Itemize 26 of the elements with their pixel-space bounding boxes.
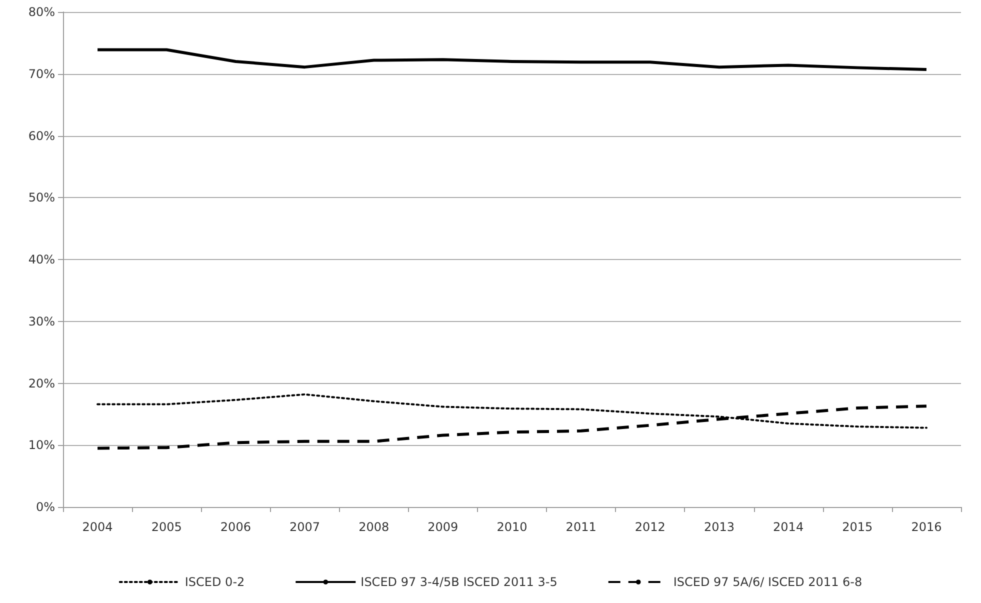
y-tick-label: 0%	[36, 500, 55, 514]
x-tick-label: 2008	[358, 520, 390, 534]
x-tick-label: 2016	[911, 520, 942, 534]
x-tick-label: 2007	[289, 520, 320, 534]
legend-label: ISCED 97 3-4/5B ISCED 2011 3-5	[360, 575, 558, 589]
y-tick-label: 10%	[28, 438, 55, 452]
legend-label: ISCED 0-2	[184, 575, 245, 589]
x-tick-label: 2012	[634, 520, 666, 534]
y-tick-label: 50%	[28, 190, 55, 205]
x-tick-label: 2013	[704, 520, 735, 534]
y-tick-label: 70%	[28, 66, 55, 81]
y-tick-label: 40%	[28, 252, 55, 266]
y-tick-label: 20%	[28, 376, 55, 390]
x-tick-label: 2006	[220, 520, 251, 534]
y-tick-label: 30%	[28, 314, 55, 328]
x-tick-label: 2011	[566, 520, 596, 534]
x-tick-label: 2010	[496, 520, 528, 534]
x-tick-label: 2009	[428, 520, 458, 534]
y-tick-label: 80%	[28, 5, 55, 19]
y-tick-label: 60%	[28, 128, 55, 143]
x-tick-label: 2015	[842, 520, 873, 534]
x-tick-label: 2005	[151, 520, 182, 534]
x-tick-label: 2004	[82, 520, 113, 534]
line-series	[96, 48, 928, 72]
x-tick-label: 2014	[773, 520, 804, 534]
legend-label: ISCED 97 5A/6/ ISCED 2011 6-8	[673, 575, 862, 589]
